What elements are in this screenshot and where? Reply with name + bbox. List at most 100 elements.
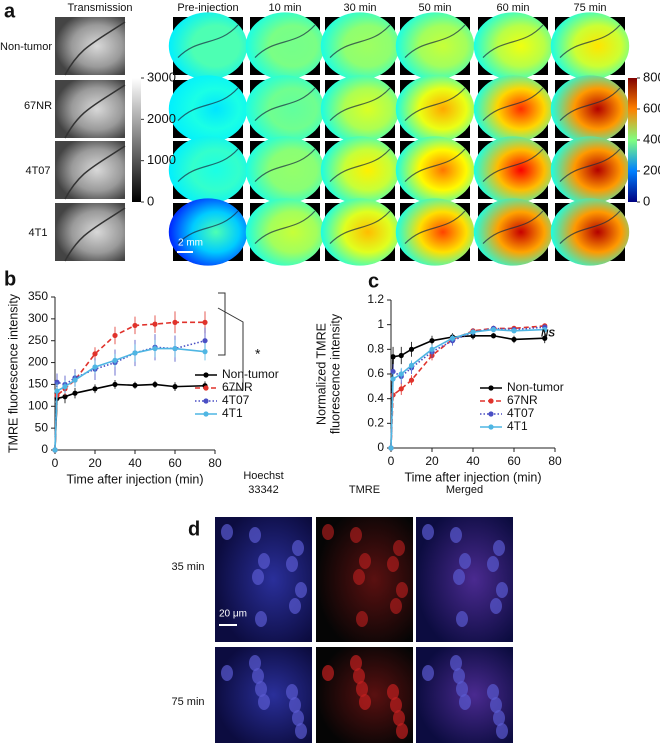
- vessel: [254, 148, 316, 183]
- cell: [459, 694, 471, 710]
- cell: [456, 611, 468, 627]
- cell: [350, 527, 362, 543]
- scale-bar-label: 20 μm: [219, 609, 247, 620]
- data-point: [449, 335, 456, 341]
- cell: [496, 723, 508, 739]
- cell: [249, 655, 261, 671]
- cell: [390, 598, 402, 614]
- color-bar-label: 3000: [147, 69, 176, 84]
- data-point: [408, 362, 415, 368]
- fluorescence-image: [168, 75, 248, 143]
- data-point: [398, 352, 404, 359]
- y-tick-label: 0.6: [367, 366, 384, 380]
- cell: [422, 524, 434, 540]
- y-tick-label: 0: [377, 440, 384, 454]
- cell: [487, 556, 499, 572]
- fluorescence-image: [473, 12, 553, 80]
- y-axis-label: TMRE fluorescence intensity: [6, 293, 20, 453]
- vessel: [177, 24, 239, 59]
- fluorescence-image: [320, 75, 400, 143]
- cell: [387, 684, 399, 700]
- data-point: [398, 371, 404, 377]
- y-tick-label: 200: [28, 355, 48, 369]
- row-label: 75 min: [171, 696, 204, 708]
- vessel: [559, 87, 621, 122]
- color-bar: [628, 78, 637, 202]
- cell: [258, 553, 270, 569]
- column-header: 30 min: [343, 2, 376, 14]
- data-point: [172, 384, 178, 390]
- data-point: [408, 377, 415, 383]
- fluorescence-image: [395, 198, 475, 266]
- color-bar: [132, 78, 141, 202]
- data-point: [511, 336, 517, 343]
- cell: [252, 668, 264, 684]
- vessel: [404, 87, 466, 122]
- color-bar-label: 1000: [147, 152, 176, 167]
- panel-label: b: [4, 268, 16, 290]
- row-label: 4T07: [25, 165, 50, 177]
- cell: [221, 665, 233, 681]
- data-point: [92, 364, 98, 370]
- data-point: [202, 338, 208, 344]
- column-header: 10 min: [268, 2, 301, 14]
- fluorescence-image: [550, 75, 630, 143]
- series-line: [54, 321, 205, 451]
- cell: [322, 665, 334, 681]
- data-point: [72, 390, 78, 396]
- cell: [393, 540, 405, 556]
- vessel: [404, 24, 466, 59]
- series-line: [54, 383, 206, 451]
- cell: [295, 723, 307, 739]
- data-point: [429, 346, 435, 352]
- y-axis-label: fluorescence intensity: [328, 313, 342, 434]
- data-point: [172, 319, 178, 325]
- vessel: [64, 21, 126, 76]
- legend-label: 67NR: [507, 393, 538, 407]
- x-tick-label: 0: [388, 454, 395, 468]
- x-tick-label: 0: [52, 456, 59, 470]
- x-tick-label: 20: [88, 456, 102, 470]
- column-header: Hoechst: [243, 470, 283, 482]
- color-bar-label: 800: [643, 69, 660, 84]
- panel-label: c: [368, 270, 379, 292]
- legend-label: 4T1: [222, 406, 243, 420]
- cell: [353, 569, 365, 585]
- data-point: [511, 328, 517, 334]
- color-bar-label: 0: [147, 193, 154, 208]
- legend-label: 4T07: [222, 393, 250, 407]
- vessel: [64, 84, 126, 139]
- cell: [450, 527, 462, 543]
- cell: [393, 710, 405, 726]
- vessel: [254, 24, 316, 59]
- vessel: [559, 148, 621, 183]
- x-axis-label: Time after injection (min): [404, 470, 541, 484]
- fluorescence-image: [168, 198, 248, 266]
- scale-bar-label: 2 mm: [178, 238, 203, 249]
- cell: [255, 611, 267, 627]
- color-bar-label: 2000: [147, 111, 176, 126]
- data-point: [152, 345, 158, 352]
- cell: [493, 710, 505, 726]
- cell: [490, 598, 502, 614]
- y-tick-label: 0.8: [367, 342, 384, 356]
- data-point: [490, 333, 497, 339]
- vessel: [329, 87, 391, 122]
- data-point: [112, 357, 118, 363]
- cell: [359, 694, 371, 710]
- color-bar-label: 0: [643, 193, 650, 208]
- vessel: [254, 87, 316, 122]
- vessel: [559, 210, 621, 245]
- vessel: [482, 210, 544, 245]
- fluorescence-image: [473, 198, 553, 266]
- series-line: [390, 325, 545, 449]
- data-point: [202, 319, 208, 325]
- fluorescence-image: [395, 75, 475, 143]
- x-tick-label: 60: [507, 454, 521, 468]
- vessel: [482, 87, 544, 122]
- series-line: [390, 326, 545, 449]
- vessel: [329, 210, 391, 245]
- vessel: [329, 24, 391, 59]
- x-tick-label: 60: [168, 456, 182, 470]
- panel-label: d: [188, 518, 200, 540]
